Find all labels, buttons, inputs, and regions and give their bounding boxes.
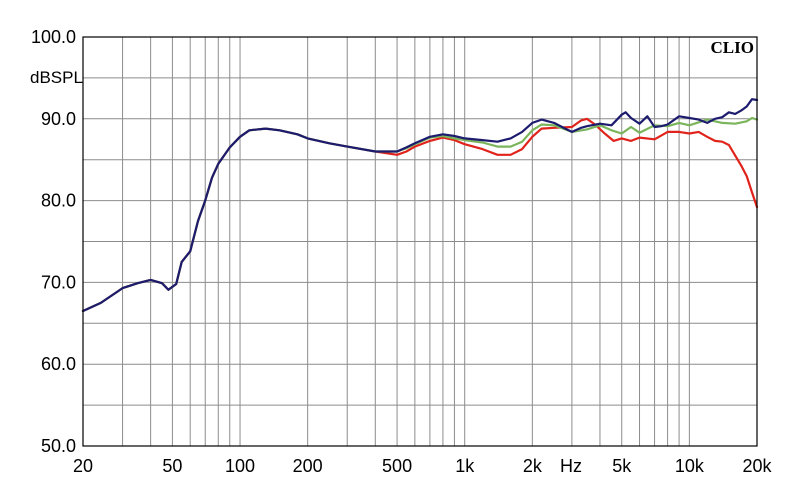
y-tick-label: 100.0 [31,27,76,47]
series-group [81,98,759,313]
brand-backdrop [702,38,756,58]
series-line-3 [81,98,759,313]
y-tick-labels: 100.0 90.0 80.0 70.0 60.0 50.0 [31,27,76,456]
x-tick-labels: 20 50 100 200 500 1k 2k 5k 10k 20k [73,456,773,476]
x-tick-label: 50 [162,456,182,476]
x-tick-label: 2k [523,456,543,476]
x-tick-label: 10k [675,456,705,476]
x-tick-label: 20 [73,456,93,476]
y-tick-label: 90.0 [41,109,76,129]
x-tick-label: 20k [742,456,772,476]
plot-frame [82,36,758,447]
x-tick-label: 500 [382,456,412,476]
x-tick-label: 200 [293,456,323,476]
y-tick-label: 80.0 [41,191,76,211]
x-tick-label: 1k [455,456,475,476]
grid-lines [83,37,757,446]
x-axis-title: Hz [560,456,582,476]
brand-logo: CLIO [711,38,754,57]
y-axis-title: dBSPL [30,68,83,87]
x-tick-label: 5k [612,456,632,476]
y-tick-label: 50.0 [41,436,76,456]
y-tick-label: 60.0 [41,354,76,374]
x-tick-label: 100 [225,456,255,476]
y-tick-label: 70.0 [41,272,76,292]
